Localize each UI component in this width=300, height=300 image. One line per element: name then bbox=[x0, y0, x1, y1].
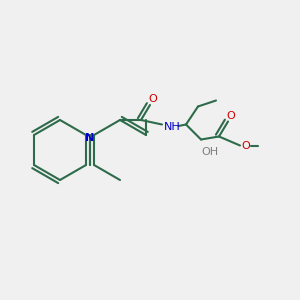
Text: O: O bbox=[226, 110, 236, 121]
Text: NH: NH bbox=[164, 122, 181, 133]
Text: O: O bbox=[242, 140, 250, 151]
Text: N: N bbox=[85, 133, 94, 143]
Text: O: O bbox=[148, 94, 158, 104]
Text: OH: OH bbox=[201, 146, 219, 157]
